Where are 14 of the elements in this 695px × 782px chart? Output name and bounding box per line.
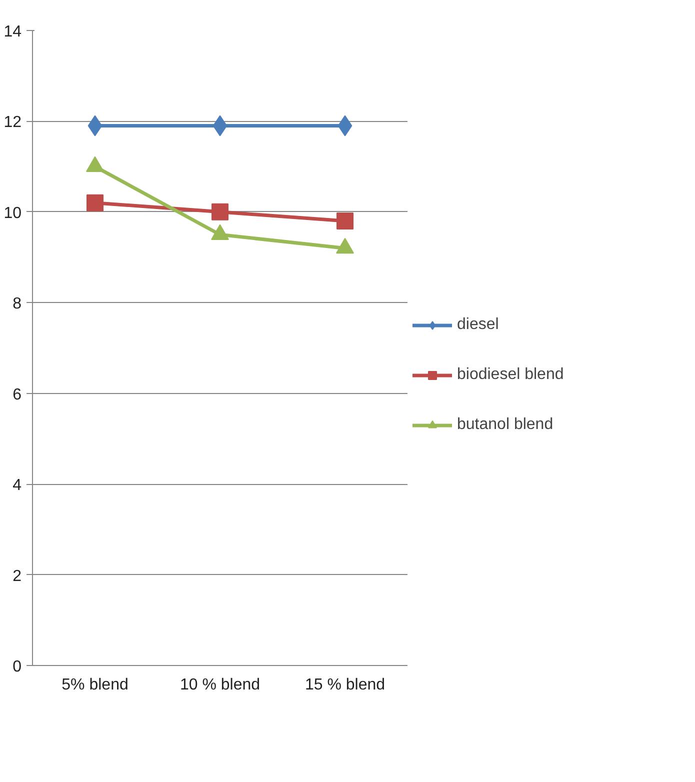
y-tick-label: 2 (12, 568, 22, 585)
legend-label: diesel (457, 316, 499, 334)
legend-label: biodiesel blend (457, 366, 564, 384)
legend-label: butanol blend (457, 416, 554, 434)
x-tick-label: 5% blend (62, 676, 128, 694)
y-tick-label: 6 (12, 386, 22, 404)
y-tick-label: 8 (12, 296, 22, 313)
x-tick-label: 15 % blend (304, 676, 386, 694)
y-tick-label: 10 (4, 204, 22, 222)
y-tick-label: 12 (4, 114, 22, 132)
y-tick-label: 4 (12, 477, 22, 494)
y-tick-label: 14 (4, 24, 22, 40)
y-tick-label: 0 (12, 658, 22, 676)
x-tick-label: 10 % blend (180, 676, 260, 694)
